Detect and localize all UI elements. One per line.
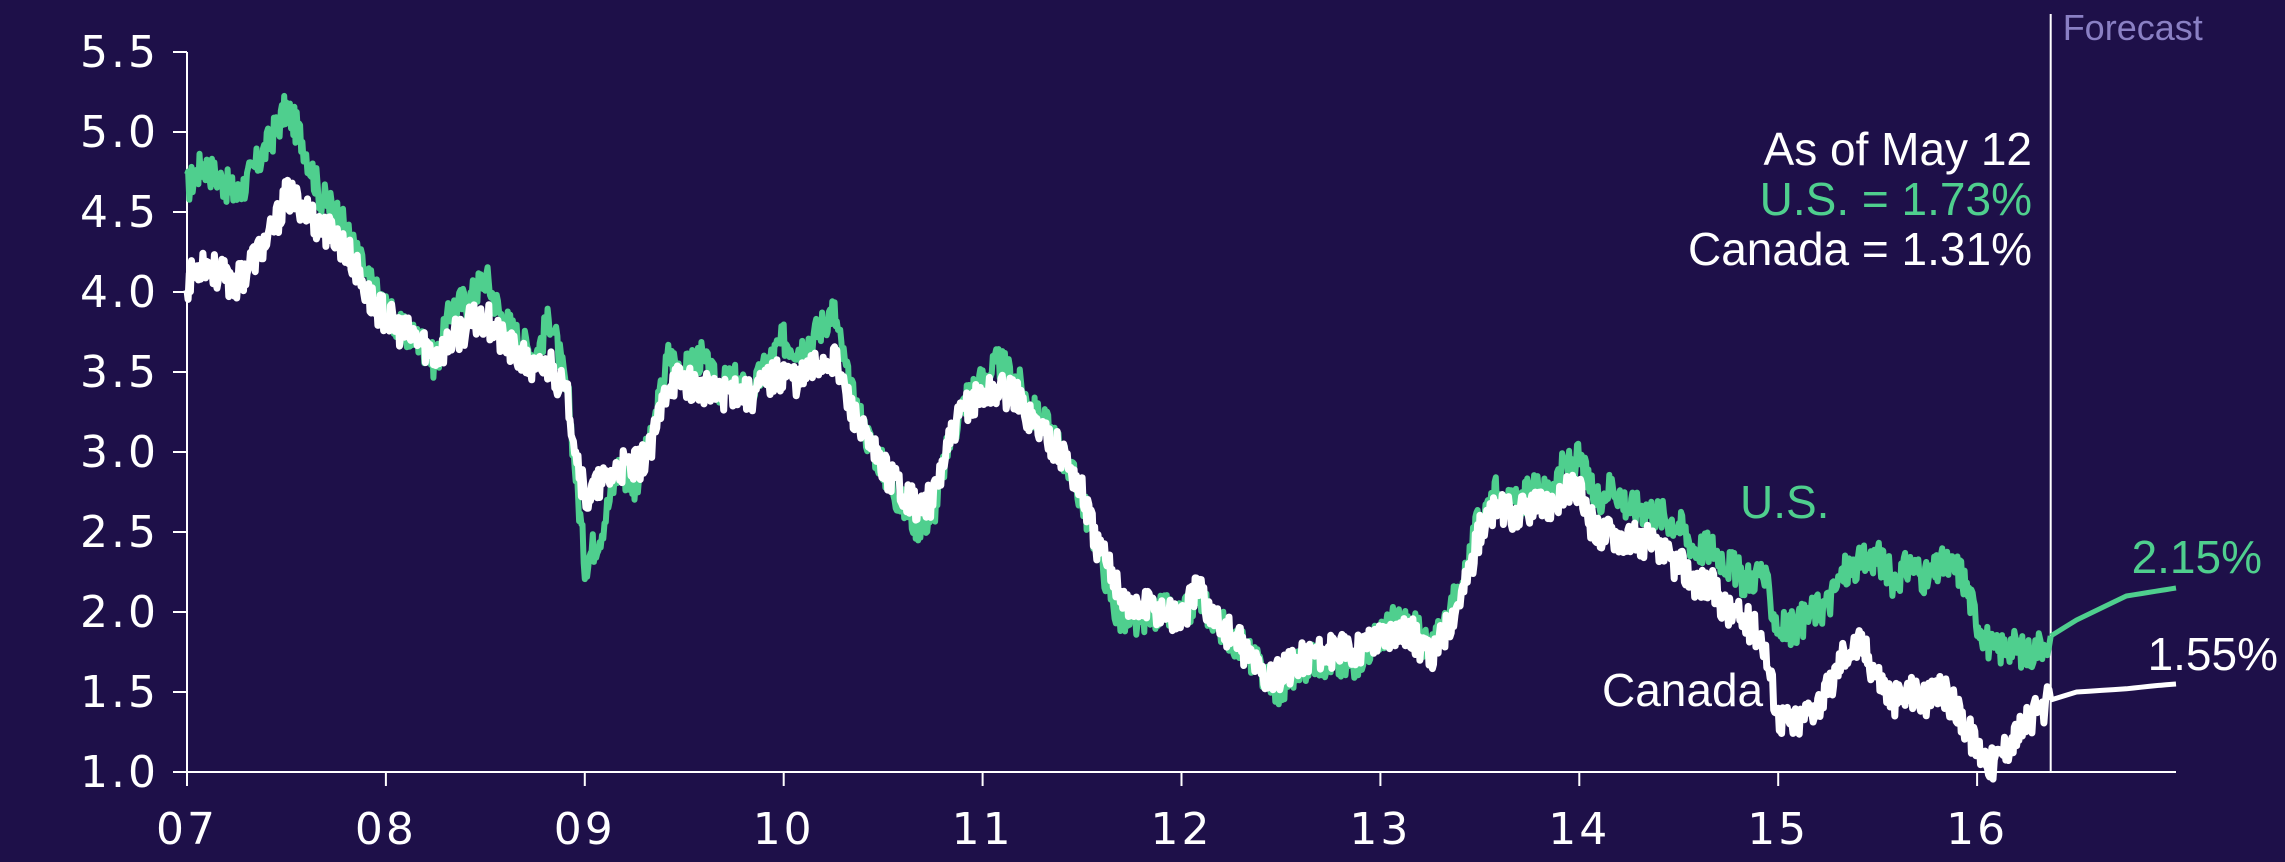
series-lines	[183, 92, 2177, 783]
x-tick-label: 08	[355, 804, 417, 855]
series-label-us: U.S.	[1740, 476, 1829, 528]
y-tick-label: 2.0	[80, 587, 159, 638]
x-tick-label: 12	[1151, 804, 1213, 855]
series-forecast-us	[2049, 585, 2177, 639]
annotation-date: As of May 12	[1764, 123, 2032, 175]
annotation-us-value: U.S. = 1.73%	[1760, 173, 2032, 225]
series-line-us	[184, 92, 2054, 708]
y-tick-label: 5.5	[80, 27, 159, 78]
x-tick-label: 11	[952, 804, 1014, 855]
series-forecast-canada	[2049, 681, 2177, 703]
x-tick-label: 13	[1349, 804, 1411, 855]
end-label-us: 2.15%	[2132, 531, 2262, 583]
x-tick-label: 07	[156, 804, 218, 855]
annotation-canada-value: Canada = 1.31%	[1688, 223, 2032, 275]
y-tick-label: 1.0	[80, 747, 159, 798]
x-tick-label: 09	[554, 804, 616, 855]
y-tick-label: 5.0	[80, 107, 159, 158]
y-tick-label: 3.5	[80, 347, 159, 398]
forecast-label: Forecast	[2063, 7, 2203, 48]
x-tick-label: 16	[1946, 804, 2008, 855]
x-tick-label: 15	[1747, 804, 1809, 855]
x-tick-label: 10	[753, 804, 815, 855]
labels: U.S. Canada 2.15% 1.55%	[1602, 476, 2278, 716]
y-tick-label: 4.0	[80, 267, 159, 318]
y-tick-label: 1.5	[80, 667, 159, 718]
end-label-canada: 1.55%	[2148, 628, 2278, 680]
x-tick-label: 14	[1548, 804, 1610, 855]
series-label-canada: Canada	[1602, 664, 1764, 716]
axes: 5.5 5.0 4.5 4.0 3.5 3.0 2.5 2.0 1.5 1.0 07 08 09 10 11…	[80, 7, 2203, 855]
y-tick-label: 3.0	[80, 427, 159, 478]
series-line-canada	[183, 176, 2055, 783]
y-tick-label: 4.5	[80, 187, 159, 238]
y-tick-label: 2.5	[80, 507, 159, 558]
